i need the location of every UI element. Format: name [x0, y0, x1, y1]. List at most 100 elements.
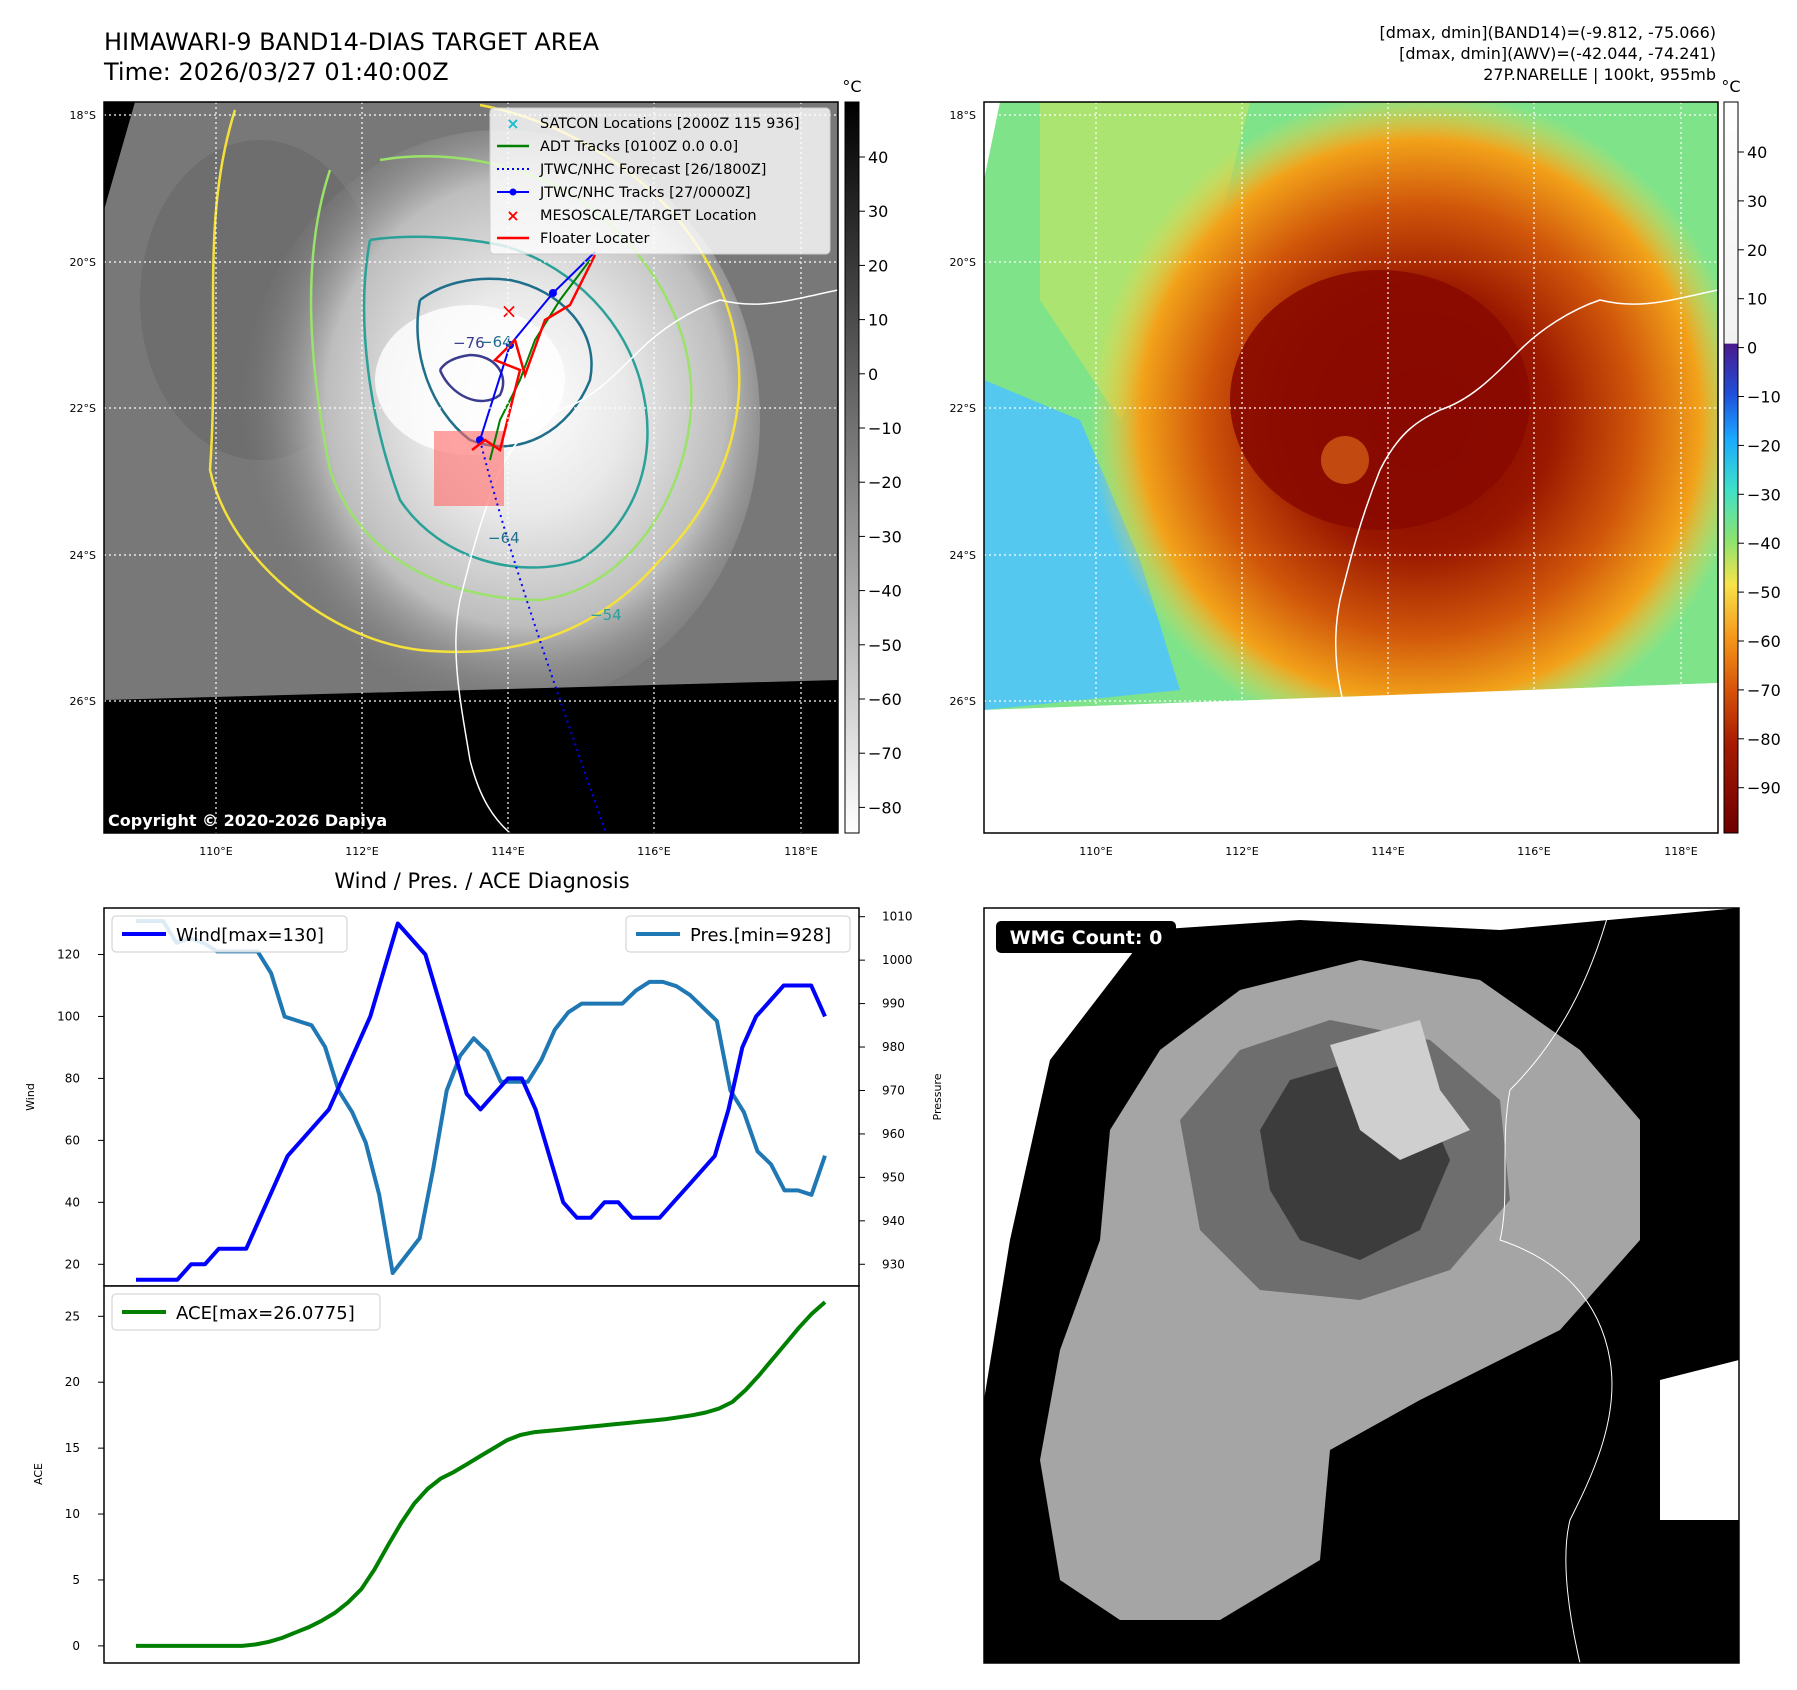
legend-item-label: MESOSCALE/TARGET Location — [540, 208, 757, 224]
legend-box — [489, 107, 831, 255]
awv-coastline — [1335, 289, 1718, 711]
lat-tick-label: 22°S — [70, 402, 96, 415]
lon-tick-label: 112°E — [345, 845, 378, 858]
ir-legend: × SATCON Locations [2000Z 115 936] ADT Tra… — [489, 107, 831, 255]
awv-gridlines — [984, 102, 1718, 833]
awv-lat-labels: 18°S 20°S 22°S 24°S 26°S — [950, 109, 976, 708]
awv-map-panel: °C 403020100−10−20−30−40−50−60−70−80−90 … — [950, 77, 1781, 858]
pressure-tick-label: 960 — [882, 1127, 905, 1141]
awv-colorbar-tick-label: −90 — [1747, 779, 1781, 798]
pressure-tick-label: 970 — [882, 1083, 905, 1097]
ace-series-line — [136, 1300, 827, 1648]
pressure-tick-label: 1010 — [882, 910, 913, 924]
info-band14: [dmax, dmin](BAND14)=(-9.812, -75.066) — [1380, 23, 1716, 42]
wind-legend-label: Wind[max=130] — [176, 925, 324, 946]
awv-colorbar-tick-label: −70 — [1747, 681, 1781, 700]
wind-plot-frame — [103, 907, 860, 1287]
jtwc-forecast-track — [479, 439, 607, 833]
wmg-frame — [983, 907, 1740, 1664]
pressure-legend: Pres.[min=928] — [625, 915, 851, 953]
ace-legend-label: ACE[max=26.0775] — [176, 1303, 355, 1324]
ace-y-ticks: 0 5 10 15 20 25 — [65, 1309, 104, 1653]
legend-item-label: SATCON Locations [2000Z 115 936] — [540, 116, 799, 132]
ir-colorbar-tick-label: 20 — [868, 256, 888, 275]
awv-colorbar-tick-label: 40 — [1747, 143, 1767, 162]
floater-locater — [471, 254, 597, 453]
legend-item-label: JTWC/NHC Tracks [27/0000Z] — [539, 185, 751, 201]
awv-colorbar-unit: °C — [1721, 77, 1740, 96]
lon-tick-label: 116°E — [637, 845, 670, 858]
pressure-tick-label: 950 — [882, 1170, 905, 1184]
awv-lon-labels: 110°E 112°E 114°E 116°E 118°E — [1079, 845, 1697, 858]
pressure-y-ticks: 930 940 950 960 970 980 990 1000 1010 — [859, 910, 913, 1271]
wind-tick-label: 100 — [57, 1009, 80, 1023]
pressure-axis-label: Pressure — [931, 1073, 944, 1120]
awv-colorbar-tick-label: −80 — [1747, 730, 1781, 749]
ir-colorbar-tick-label: −70 — [868, 744, 902, 763]
contour-label: −76 — [453, 334, 485, 352]
ir-map-panel: × −76 −64 −64 −54 Copyright © 2020-2026 … — [70, 77, 902, 858]
ir-colorbar-tick-label: −60 — [868, 690, 902, 709]
ir-lon-labels: 110°E 112°E 114°E 116°E 118°E — [199, 845, 817, 858]
ace-tick-label: 20 — [65, 1375, 80, 1389]
wind-tick-label: 40 — [65, 1195, 80, 1209]
pressure-tick-label: 980 — [882, 1040, 905, 1054]
awv-colorbar-tick-label: 20 — [1747, 241, 1767, 260]
contour-label: −54 — [590, 606, 622, 624]
ace-legend-box — [111, 1293, 381, 1331]
wmg-light-core — [1330, 1020, 1470, 1160]
copyright-text: Copyright © 2020-2026 Dapiya — [108, 811, 387, 830]
pressure-tick-label: 1000 — [882, 953, 913, 967]
lat-tick-label: 22°S — [950, 402, 976, 415]
pressure-legend-box — [625, 915, 851, 953]
wind-legend: Wind[max=130] — [111, 915, 348, 953]
ir-colorbar-unit: °C — [842, 77, 861, 96]
wind-tick-label: 20 — [65, 1257, 80, 1271]
awv-colorbar-tick-label: −10 — [1747, 388, 1781, 407]
contour-blue — [416, 277, 593, 448]
diagnosis-title: Wind / Pres. / ACE Diagnosis — [334, 869, 629, 893]
lon-tick-label: 114°E — [491, 845, 524, 858]
wmg-badge — [996, 921, 1176, 953]
legend-item-label: Floater Locater — [540, 231, 649, 247]
ace-tick-label: 0 — [72, 1639, 80, 1653]
legend-marker-x: × — [506, 206, 519, 225]
lon-tick-label: 116°E — [1517, 845, 1550, 858]
awv-colorbar-tick-label: −40 — [1747, 534, 1781, 553]
mesoscale-target-marker: × — [501, 299, 518, 323]
ace-tick-label: 15 — [65, 1441, 80, 1455]
awv-eye — [1321, 436, 1369, 484]
pressure-tick-label: 990 — [882, 997, 905, 1011]
ace-axis-label: ACE — [32, 1463, 45, 1485]
ir-colorbar — [844, 101, 860, 834]
wind-legend-box — [111, 915, 348, 953]
lon-tick-label: 110°E — [1079, 845, 1112, 858]
ir-colorbar-ticks: 40 30 20 10 0 −10 −20 −30 −40 −50 −60 −70 −80 — [859, 148, 902, 817]
lon-tick-label: 118°E — [784, 845, 817, 858]
ace-tick-label: 25 — [65, 1309, 80, 1323]
wmg-badge-text: WMG Count: 0 — [1010, 927, 1163, 949]
adt-track — [489, 259, 591, 461]
lat-tick-label: 24°S — [70, 549, 96, 562]
ir-colorbar-tick-label: −10 — [868, 419, 902, 438]
legend-item-label: JTWC/NHC Forecast [26/1800Z] — [539, 162, 766, 178]
lat-tick-label: 18°S — [950, 109, 976, 122]
wind-pressure-chart: Wind / Pres. / ACE Diagnosis 20 40 60 80 100… — [24, 869, 944, 1287]
ir-colorbar-tick-label: −50 — [868, 636, 902, 655]
info-awv: [dmax, dmin](AWV)=(-42.044, -74.241) — [1399, 44, 1716, 63]
info-storm: 27P.NARELLE | 100kt, 955mb — [1483, 65, 1716, 84]
ir-colorbar-tick-label: −80 — [868, 798, 902, 817]
lat-tick-label: 24°S — [950, 549, 976, 562]
ir-colorbar-tick-label: −20 — [868, 473, 902, 492]
jtwc-track — [479, 251, 596, 441]
awv-storm-core — [1230, 270, 1530, 530]
legend-marker-x: × — [506, 114, 519, 133]
awv-nodata-area — [984, 683, 1718, 833]
awv-colorbar-tick-label: 10 — [1747, 290, 1767, 309]
legend-item-label: ADT Tracks [0100Z 0.0 0.0] — [540, 139, 738, 155]
awv-colorbar-tick-label: −50 — [1747, 583, 1781, 602]
pressure-tick-label: 940 — [882, 1214, 905, 1228]
ace-chart: 0 5 10 15 20 25 ACE ACE[max=26.0775] — [32, 1285, 860, 1664]
ir-colorbar-tick-label: −30 — [868, 527, 902, 546]
awv-colorbar — [1723, 101, 1739, 834]
